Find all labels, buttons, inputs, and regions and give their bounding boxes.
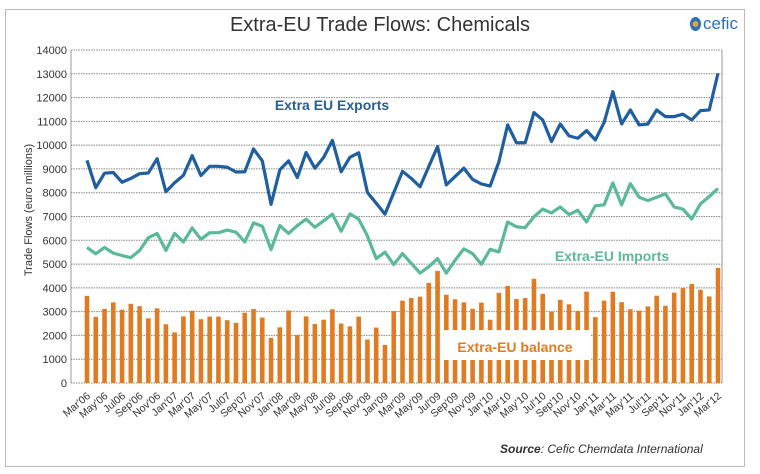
balance-bar [251,309,256,383]
cefic-logo: cefic [690,14,738,34]
y-tick-labels: 0 1000 2000 3000 4000 5000 6000 7000 8000 9000 100… [36,45,67,390]
balance-bar [295,334,300,383]
balance-bar [417,296,423,383]
balance-bar [216,316,221,383]
balance-bar [330,309,335,383]
chart-title: Extra-EU Trade Flows: Chemicals [229,14,531,36]
chart-frame [5,9,745,467]
balance-bar [654,295,659,383]
balance-bar [207,316,212,383]
balance-bar [663,305,668,383]
balance-bar [680,288,686,383]
balance-bar [365,339,370,383]
balance-bar [137,306,142,383]
balance-bar [391,311,397,383]
y-tick-label: 0 [61,378,67,390]
balance-bar [189,310,195,383]
balance-bar [373,327,379,383]
balance-bar [698,289,703,383]
source-label: Source [500,442,541,456]
balance-bar [242,312,248,383]
balance-bar [259,317,265,383]
balance-bar [628,309,633,383]
balance-bar [347,326,353,383]
balance-bar [321,319,326,383]
y-tick-label: 7000 [43,212,67,224]
y-axis-label: Trade Flows (euro millions) [23,144,35,276]
source-text: : Cefic Chemdata International [540,442,703,456]
y-tick-label: 9000 [43,164,67,176]
balance-bar [172,332,177,383]
balance-bar [110,302,116,383]
balance-bar [426,282,432,383]
balance-bar [400,300,405,383]
balance-bar [102,308,107,383]
y-tick-label: 11000 [37,116,67,128]
balance-bars [84,267,721,383]
balance-bar [84,295,90,383]
y-tick-label: 6000 [43,235,67,247]
y-tick-label: 10000 [36,140,67,152]
y-tick-label: 5000 [43,259,67,271]
legend-balance: Extra-EU balance [457,339,572,355]
exports-line [85,72,720,216]
balance-bar [128,303,134,383]
logo-text: cefic [703,14,738,33]
imports-line [86,181,720,275]
source-note: Source: Cefic Chemdata International [500,442,703,456]
balance-bar [93,316,99,383]
legend-exports: Extra EU Exports [275,97,390,113]
balance-bar [610,291,616,383]
y-tick-label: 2000 [43,330,67,342]
series-lines [85,72,720,275]
balance-bar [312,324,318,383]
balance-bar [181,316,186,383]
balance-bar [689,284,695,383]
x-tick-labels: Mar'06May'06Jul06Sep'06Nov'06Jan'07Mar'0… [61,390,724,421]
balance-bar [224,320,230,383]
balance-bar [338,323,344,383]
balance-bar [715,267,721,383]
balance-bar [382,344,388,383]
balance-bar [645,306,651,383]
balance-label-box [440,330,590,360]
balance-bar [163,324,169,383]
balance-bar [286,310,291,383]
balance-bar [435,270,440,383]
balance-bar [146,318,151,383]
balance-bar [198,319,204,383]
balance-bar [356,316,361,383]
y-tick-label: 1000 [43,354,67,366]
balance-bar [619,302,624,383]
balance-bar [154,308,160,383]
balance-bar [636,310,642,383]
balance-bar [233,322,239,383]
y-tick-label: 4000 [43,283,67,295]
y-tick-label: 3000 [43,307,67,319]
y-tick-label: 12000 [36,93,67,105]
balance-bar [593,317,598,383]
balance-bar [601,300,607,383]
balance-bar [303,316,309,383]
legend-imports: Extra-EU Imports [555,248,670,264]
balance-bar [671,292,677,383]
balance-bar [119,309,125,383]
balance-bar [277,327,283,383]
y-tick-label: 14000 [36,45,67,57]
y-tick-label: 13000 [36,69,67,81]
y-tick-label: 8000 [43,188,67,200]
logo-icon [690,17,701,31]
balance-bar [706,296,712,383]
gridlines [70,49,723,384]
balance-bar [268,337,274,383]
balance-bar [408,298,414,383]
